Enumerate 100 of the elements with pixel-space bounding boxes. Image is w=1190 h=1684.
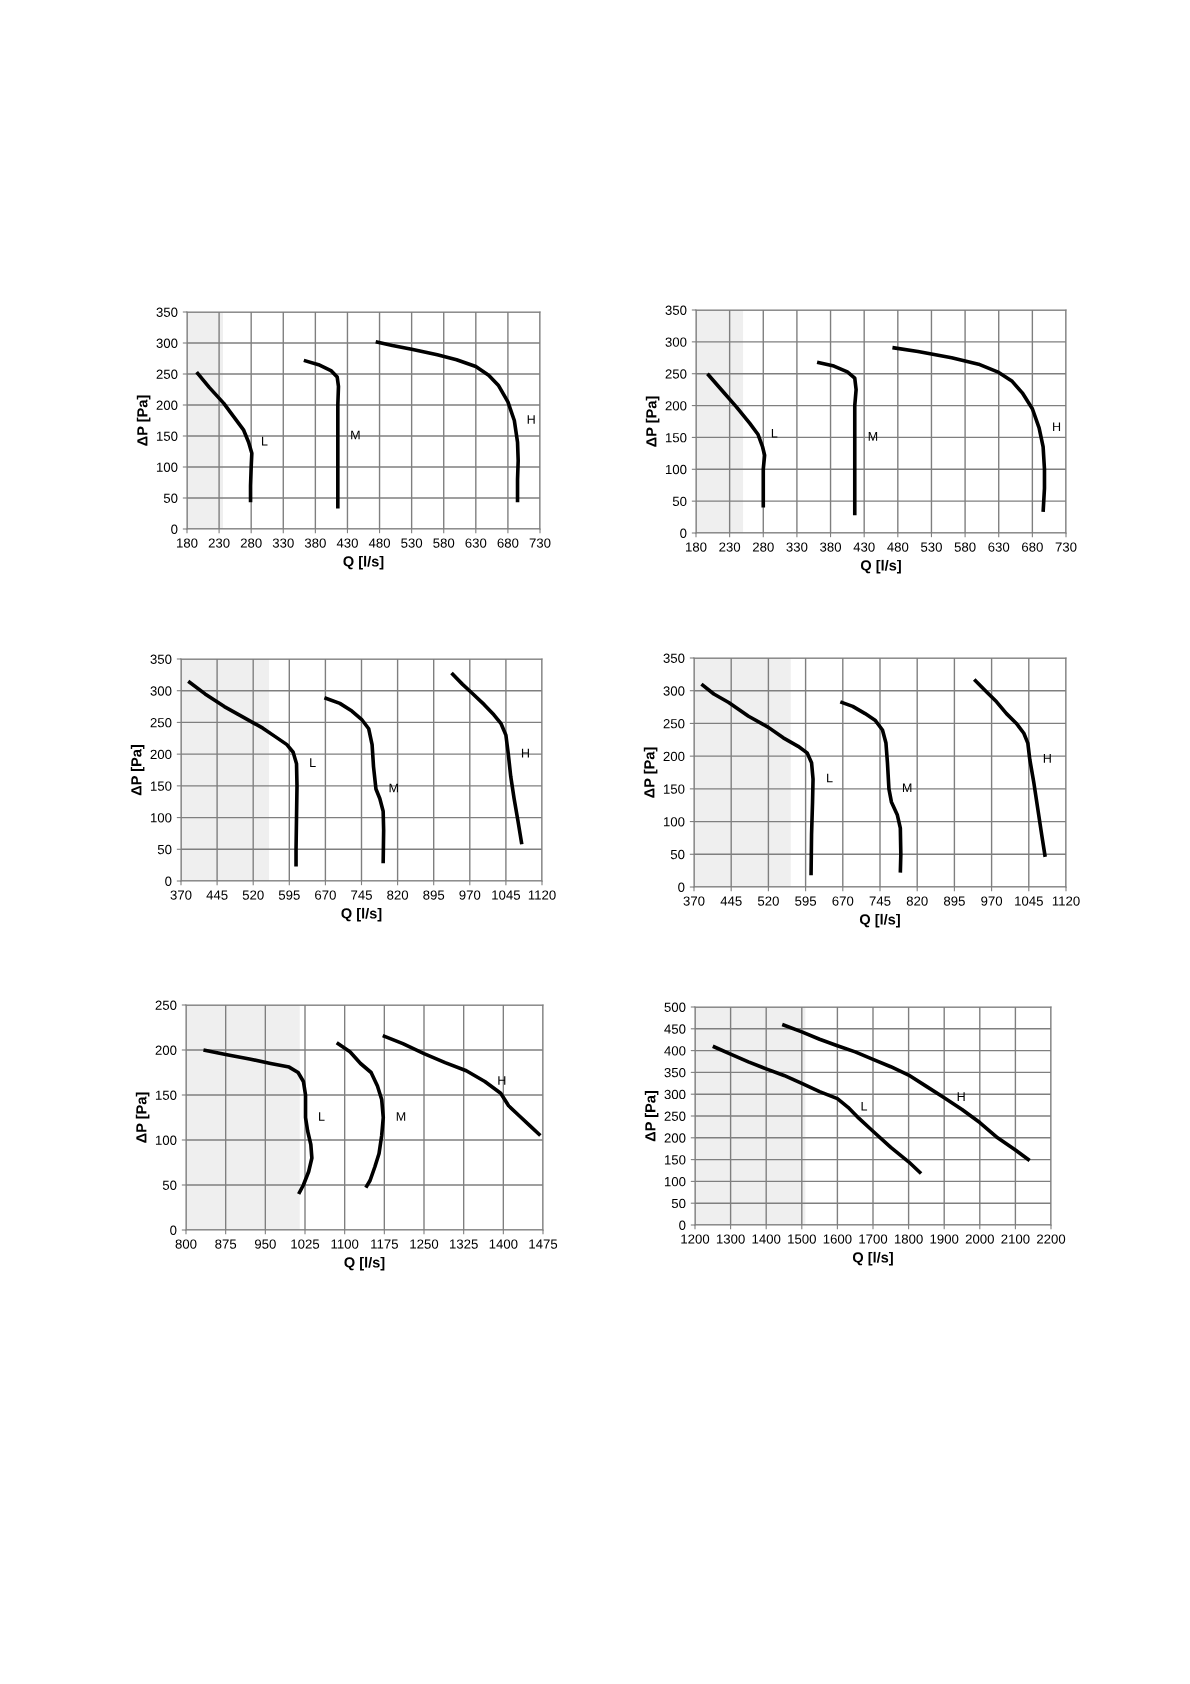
y-tick-label: 50 — [672, 496, 687, 507]
x-tick-label: 1120 — [1052, 896, 1080, 906]
x-tick-label: 1400 — [752, 1234, 781, 1244]
x-tick-label: 580 — [954, 542, 976, 552]
x-tick-label: 2200 — [1036, 1234, 1066, 1244]
y-tick-label: 500 — [664, 1002, 686, 1012]
y-tick-label: 300 — [664, 1089, 686, 1100]
series-label: H — [527, 415, 535, 424]
series-label: H — [1053, 422, 1061, 432]
series-label: L — [319, 1112, 325, 1121]
series-label: M — [396, 1112, 406, 1121]
line-series — [194, 370, 254, 505]
y-tick-label: 0 — [680, 528, 687, 538]
y-axis-title: ΔP [Pa] — [643, 747, 658, 798]
line-series — [699, 682, 815, 878]
y-tick-label: 350 — [663, 653, 685, 663]
y-axis-title: ΔP [Pa] — [135, 1092, 150, 1143]
y-tick-label: 200 — [156, 400, 178, 410]
y-tick-label: 250 — [150, 718, 172, 728]
x-tick-label: 1475 — [529, 1239, 558, 1249]
x-tick-label: 530 — [401, 538, 423, 548]
x-tick-label: 820 — [906, 896, 928, 906]
x-axis-title: Q [l/s] — [859, 913, 900, 928]
series-label: M — [902, 783, 912, 793]
y-tick-label: 150 — [663, 784, 685, 794]
x-tick-label: 1300 — [716, 1234, 745, 1244]
line-series — [705, 371, 767, 510]
x-tick-label: 800 — [175, 1239, 197, 1249]
y-tick-label: 50 — [162, 1180, 177, 1190]
y-tick-label: 250 — [665, 369, 687, 379]
series-label: L — [771, 428, 778, 438]
line-series — [380, 1033, 543, 1138]
line-series — [710, 1044, 923, 1176]
x-tick-label: 680 — [497, 538, 519, 548]
y-tick-label: 250 — [156, 369, 178, 379]
x-tick-label: 280 — [752, 542, 774, 552]
x-tick-label: 730 — [1055, 542, 1077, 552]
line-series — [838, 700, 903, 875]
line-series — [815, 360, 858, 517]
x-tick-label: 230 — [208, 538, 230, 548]
x-tick-label: 445 — [206, 890, 228, 900]
y-tick-label: 50 — [157, 844, 172, 855]
series-label: H — [498, 1076, 506, 1085]
line-series — [373, 339, 520, 505]
x-tick-label: 745 — [351, 890, 372, 900]
x-tick-label: 1400 — [489, 1239, 518, 1249]
x-tick-label: 520 — [242, 890, 264, 900]
y-tick-label: 150 — [665, 433, 687, 443]
series-label: H — [521, 748, 529, 758]
y-tick-label: 0 — [171, 524, 178, 534]
line-series — [302, 358, 341, 511]
x-tick-label: 1175 — [371, 1239, 398, 1249]
line-series — [201, 1048, 314, 1196]
x-tick-label: 180 — [177, 538, 198, 548]
y-axis-title: ΔP [Pa] — [645, 396, 660, 447]
x-tick-label: 480 — [887, 542, 909, 552]
x-tick-label: 745 — [869, 896, 891, 906]
x-tick-label: 670 — [315, 890, 336, 900]
y-tick-label: 150 — [155, 1090, 177, 1100]
x-tick-label: 1500 — [788, 1234, 816, 1244]
x-axis-title: Q [l/s] — [852, 1251, 893, 1266]
x-tick-label: 230 — [719, 542, 741, 552]
x-tick-label: 1200 — [681, 1234, 710, 1244]
x-tick-label: 380 — [820, 542, 842, 552]
x-tick-label: 875 — [215, 1239, 237, 1249]
x-tick-label: 950 — [254, 1239, 276, 1249]
y-tick-label: 300 — [665, 337, 687, 347]
x-tick-label: 1900 — [930, 1234, 959, 1244]
x-tick-label: 595 — [278, 890, 300, 900]
x-tick-label: 630 — [465, 538, 487, 548]
y-tick-label: 0 — [165, 876, 172, 886]
x-tick-label: 445 — [720, 896, 742, 906]
x-tick-label: 280 — [240, 538, 262, 548]
x-tick-label: 1600 — [823, 1234, 852, 1244]
x-axis-title: Q [l/s] — [343, 555, 384, 570]
y-tick-label: 100 — [155, 1135, 177, 1145]
x-tick-label: 1045 — [1015, 896, 1043, 906]
x-tick-label: 430 — [336, 538, 358, 548]
y-tick-label: 200 — [155, 1045, 177, 1055]
y-tick-label: 450 — [664, 1024, 686, 1034]
x-axis-title: Q [l/s] — [341, 907, 382, 922]
x-tick-label: 330 — [272, 538, 294, 548]
y-tick-label: 400 — [664, 1046, 686, 1056]
x-tick-label: 1700 — [859, 1234, 888, 1244]
y-tick-label: 300 — [663, 686, 685, 696]
y-tick-label: 200 — [665, 401, 687, 411]
x-tick-label: 480 — [368, 538, 391, 548]
y-tick-label: 150 — [150, 781, 172, 791]
line-series — [186, 679, 299, 869]
x-tick-label: 530 — [920, 542, 942, 552]
x-tick-label: 580 — [433, 538, 455, 548]
y-tick-label: 200 — [150, 749, 172, 760]
y-tick-label: 300 — [156, 338, 178, 348]
x-tick-label: 2000 — [965, 1234, 994, 1244]
y-tick-label: 350 — [665, 305, 687, 315]
y-tick-label: 100 — [663, 817, 685, 827]
line-series — [890, 345, 1047, 514]
y-tick-label: 100 — [156, 462, 178, 472]
x-tick-label: 180 — [686, 542, 707, 552]
y-axis-title: ΔP [Pa] — [130, 745, 145, 796]
